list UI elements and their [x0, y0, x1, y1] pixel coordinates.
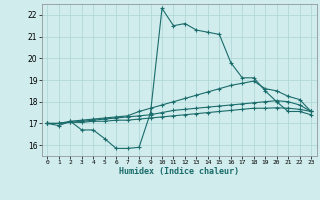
X-axis label: Humidex (Indice chaleur): Humidex (Indice chaleur) — [119, 167, 239, 176]
